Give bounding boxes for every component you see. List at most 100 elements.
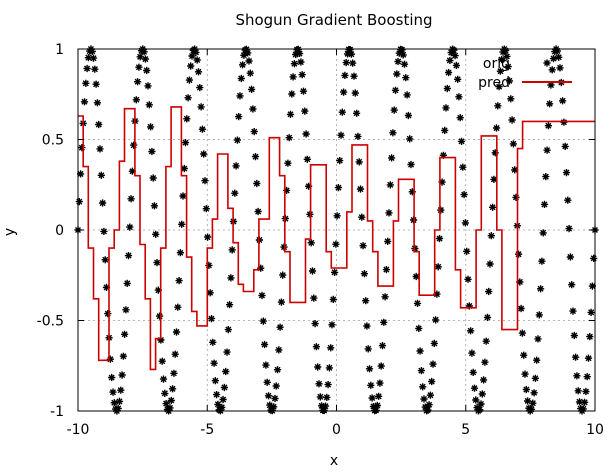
x-tick-label: 10	[586, 422, 604, 438]
orig-point	[468, 349, 476, 357]
orig-point	[359, 242, 367, 250]
orig-point	[254, 207, 262, 216]
orig-point	[223, 348, 231, 356]
orig-point	[78, 144, 86, 152]
y-tick-label: 0.5	[42, 133, 64, 149]
orig-point	[403, 91, 411, 99]
orig-point	[368, 394, 376, 402]
orig-point	[251, 153, 260, 161]
orig-point	[515, 250, 523, 258]
orig-point	[529, 399, 537, 407]
orig-point	[140, 48, 148, 56]
orig-point	[508, 116, 516, 124]
legend-orig-star	[543, 59, 551, 67]
orig-point	[464, 275, 472, 283]
orig-point	[537, 285, 545, 293]
orig-point	[213, 391, 221, 399]
orig-point	[161, 389, 169, 397]
orig-point	[162, 400, 170, 408]
orig-point	[122, 306, 130, 314]
orig-point	[437, 206, 445, 214]
orig-point	[360, 270, 368, 278]
orig-point	[572, 353, 580, 361]
y-tick-label: 1	[55, 42, 64, 58]
orig-point	[276, 323, 284, 331]
orig-point	[198, 125, 206, 133]
orig-point	[389, 129, 397, 137]
orig-point	[249, 105, 257, 113]
orig-point	[273, 366, 282, 374]
orig-point	[84, 54, 92, 62]
orig-point	[210, 359, 218, 367]
orig-point	[391, 86, 400, 94]
orig-point	[157, 336, 165, 344]
legend-label-orig: orig	[483, 56, 510, 72]
orig-point	[333, 212, 341, 220]
orig-point	[587, 308, 595, 316]
orig-point	[377, 362, 385, 370]
orig-point	[376, 379, 384, 387]
orig-point	[426, 391, 434, 399]
orig-point	[209, 338, 217, 346]
orig-point	[136, 53, 144, 61]
orig-point	[245, 57, 253, 65]
orig-point	[443, 84, 451, 93]
orig-point	[202, 205, 210, 213]
orig-point	[465, 302, 473, 310]
orig-point	[106, 355, 114, 363]
orig-point	[460, 191, 468, 199]
legend-marker-orig	[543, 59, 551, 67]
orig-point	[299, 87, 308, 95]
orig-point	[429, 360, 437, 368]
orig-point	[197, 103, 205, 111]
legend-label-pred: pred	[478, 75, 510, 91]
orig-point	[512, 193, 520, 201]
orig-point	[483, 313, 492, 321]
orig-point	[476, 406, 484, 414]
orig-point	[446, 56, 454, 65]
orig-point	[518, 329, 526, 337]
orig-point	[144, 82, 152, 90]
orig-point	[166, 404, 174, 412]
orig-point	[305, 182, 313, 190]
orig-point	[323, 393, 331, 401]
orig-point	[547, 81, 555, 89]
orig-point	[487, 232, 495, 240]
orig-point	[402, 74, 410, 82]
orig-point	[159, 375, 168, 383]
orig-point	[480, 376, 488, 384]
series-orig	[74, 45, 599, 415]
orig-point	[504, 63, 512, 71]
orig-point	[543, 146, 551, 154]
orig-point	[367, 381, 375, 389]
orig-point	[486, 260, 494, 268]
orig-point	[542, 173, 550, 181]
orig-point	[321, 402, 330, 410]
orig-point	[530, 389, 538, 397]
orig-point	[181, 139, 190, 147]
orig-point	[455, 93, 463, 101]
orig-point	[581, 398, 589, 406]
x-tick-label: -5	[200, 422, 214, 438]
orig-point	[569, 307, 577, 315]
orig-point	[124, 252, 133, 260]
orig-point	[356, 185, 365, 193]
orig-point	[544, 122, 552, 130]
orig-point	[132, 96, 140, 104]
orig-point	[264, 392, 273, 400]
orig-point	[353, 109, 361, 117]
orig-point	[275, 346, 283, 354]
orig-point	[188, 52, 196, 60]
orig-point	[167, 396, 175, 405]
orig-point	[328, 321, 336, 329]
orig-point	[259, 317, 267, 325]
orig-point	[292, 50, 300, 59]
orig-point	[233, 136, 241, 144]
orig-point	[417, 367, 425, 375]
orig-point	[439, 151, 447, 159]
orig-point	[332, 240, 340, 248]
orig-point	[463, 247, 471, 255]
orig-point	[491, 149, 499, 157]
orig-point	[452, 61, 460, 69]
orig-point	[104, 310, 112, 318]
